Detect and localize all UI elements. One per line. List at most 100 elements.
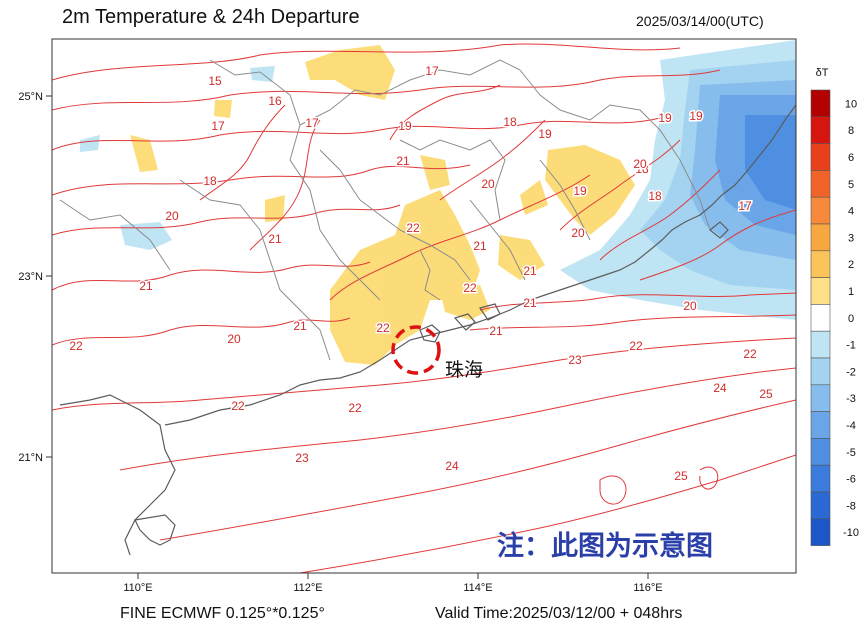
colorbar-swatch [810, 116, 831, 144]
contour-label: 21 [268, 232, 282, 246]
x-tick-110E: 110°E [123, 582, 152, 594]
contour-label: 23 [568, 353, 582, 367]
contour-label: 21 [139, 279, 153, 293]
colorbar-swatch [810, 384, 831, 412]
cool-departure-shading [80, 40, 796, 320]
contour-label: 21 [293, 319, 307, 333]
warm-departure-shading [130, 45, 635, 365]
colorbar-swatch [810, 196, 831, 225]
contour-label: 25 [674, 469, 688, 483]
colorbar-swatch [810, 250, 831, 278]
colorbar-level-label: 2 [848, 259, 854, 271]
contour-label: 20 [481, 177, 495, 191]
colorbar-swatch [810, 170, 831, 198]
model-label: FINE ECMWF 0.125°*0.125° [120, 605, 325, 622]
contour-label: 18 [203, 174, 217, 188]
contour-label: 21 [523, 264, 537, 278]
contour-label: 20 [633, 157, 647, 171]
colorbar-swatch [810, 277, 831, 305]
temperature-contours [52, 43, 796, 573]
contour-label: 19 [658, 111, 672, 125]
contour-label: 18 [635, 162, 649, 176]
contour-label: 24 [445, 459, 459, 473]
valid-time-label: Valid Time:2025/03/12/00 + 048hrs [435, 605, 683, 622]
y-tick-23N: 23°N [18, 271, 43, 283]
contour-label: 22 [69, 339, 83, 353]
y-tick-21N: 21°N [18, 452, 43, 464]
colorbar-level-label: -1 [846, 340, 856, 352]
contour-label: 18 [648, 189, 662, 203]
contour-label: 21 [523, 296, 537, 310]
forecast-timestamp: 2025/03/14/00(UTC) [636, 13, 764, 29]
contour-label: 19 [398, 119, 412, 133]
contour-label: 22 [406, 221, 420, 235]
colorbar-swatch [810, 89, 831, 118]
contour-label: 22 [231, 399, 245, 413]
x-tick-112E: 112°E [293, 582, 322, 594]
colorbar-level-label: 4 [848, 206, 854, 218]
colorbar-swatch [810, 518, 831, 546]
contour-label: 17 [211, 119, 225, 133]
colorbar-level-label: -6 [846, 474, 856, 486]
x-tick-114E: 114°E [463, 582, 492, 594]
contour-label: 22 [743, 347, 757, 361]
contour-label: 20 [227, 332, 241, 346]
map-title: 2m Temperature & 24h Departure [62, 6, 360, 28]
contour-label: 19 [689, 109, 703, 123]
contour-label: 21 [396, 154, 410, 168]
city-label: 珠海 [445, 359, 483, 381]
colorbar-level-label: -3 [846, 393, 856, 405]
colorbar-level-label: 3 [848, 232, 854, 244]
coastline [59, 104, 796, 556]
contour-label: 21 [489, 324, 503, 338]
province-boundaries [59, 59, 711, 361]
contour-label: 18 [503, 115, 517, 129]
colorbar-level-label: -5 [846, 447, 856, 459]
colorbar-level-label: 5 [848, 179, 854, 191]
contour-label: 22 [376, 321, 390, 335]
contour-label: 20 [683, 299, 697, 313]
colorbar-swatch [810, 143, 831, 171]
colorbar-swatch [810, 330, 831, 359]
contour-label: 19 [573, 184, 587, 198]
colorbar-level-label: -8 [846, 500, 856, 512]
colorbar-level-label: -2 [846, 366, 856, 378]
colorbar-swatch [810, 411, 831, 439]
contour-label: 21 [473, 239, 487, 253]
colorbar-level-label: 10 [845, 98, 857, 110]
colorbar-swatch [810, 223, 831, 252]
colorbar-level-label: -10 [843, 527, 859, 539]
colorbar-swatch [810, 304, 831, 332]
schematic-note: 注：此图为示意图 [497, 530, 713, 562]
contour-label: 23 [295, 451, 309, 465]
x-tick-116E: 116°E [633, 582, 662, 594]
contour-label: 16 [268, 94, 282, 108]
contour-label: 17 [425, 64, 439, 78]
contour-label: 22 [348, 401, 362, 415]
colorbar-swatch [810, 438, 831, 466]
contour-label: 24 [713, 381, 727, 395]
colorbar-level-label: 0 [848, 313, 854, 325]
contour-label: 17 [305, 116, 319, 130]
colorbar-swatch [810, 464, 831, 493]
contour-label: 19 [538, 127, 552, 141]
contour-label: 22 [463, 281, 477, 295]
colorbar-swatch [810, 491, 831, 520]
zhuhai-marker-circle [391, 325, 441, 375]
colorbar-level-label: 8 [848, 125, 854, 137]
plot-frame [51, 38, 797, 574]
colorbar-level-label: -4 [846, 420, 856, 432]
colorbar-swatch [810, 357, 831, 386]
contour-label: 20 [165, 209, 179, 223]
y-tick-25N: 25°N [18, 91, 43, 103]
contour-label: 22 [629, 339, 643, 353]
colorbar-level-label: 6 [848, 152, 854, 164]
colorbar-title: δT [816, 67, 829, 79]
contour-label: 15 [208, 74, 222, 88]
contour-label: 25 [759, 387, 773, 401]
colorbar-level-label: 1 [848, 286, 854, 298]
contour-label: 20 [571, 226, 585, 240]
